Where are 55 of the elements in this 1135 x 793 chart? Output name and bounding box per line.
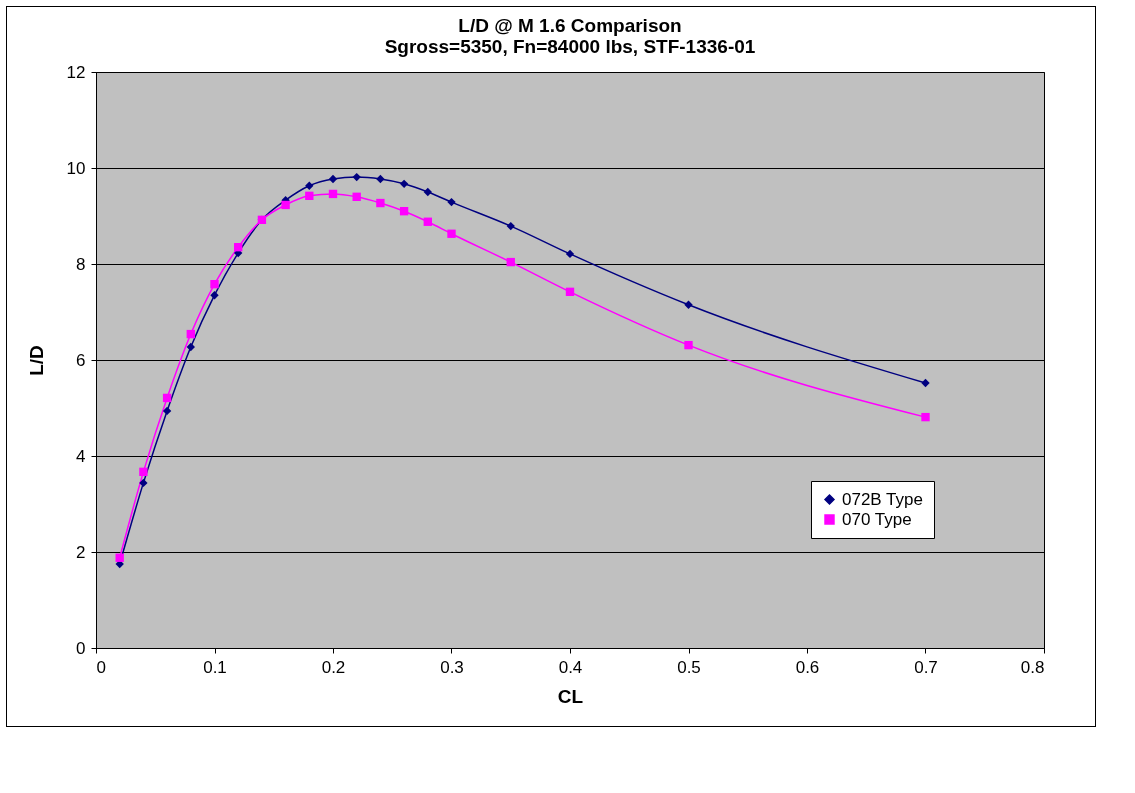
point <box>565 287 575 297</box>
y-tick-label: 12 <box>66 62 86 82</box>
x-tick-label: 0 <box>96 657 106 677</box>
x-tick-label: 0.7 <box>914 657 938 677</box>
point <box>281 200 290 210</box>
point <box>352 192 361 201</box>
point <box>328 189 338 199</box>
point <box>506 221 515 231</box>
x-axis-title: CL <box>557 685 584 707</box>
x-tick-label: 0.3 <box>440 657 464 677</box>
point <box>328 174 338 184</box>
y-tick-label: 6 <box>76 350 86 370</box>
chart-subtitle: Sgross=5350, Fn=84000 lbs, STF-1336-01 <box>384 36 756 57</box>
point <box>565 249 575 259</box>
x-tick-label: 0.2 <box>321 657 346 677</box>
point <box>423 187 432 197</box>
point <box>305 191 314 201</box>
x-tick-label: 0.5 <box>677 657 701 677</box>
point <box>506 257 515 267</box>
point <box>399 207 409 216</box>
point <box>921 378 930 388</box>
y-axis-title: L/D <box>25 345 47 376</box>
point <box>115 553 124 562</box>
x-tick-label: 0.4 <box>558 657 583 677</box>
point <box>162 406 172 416</box>
point <box>234 243 243 252</box>
point <box>305 181 314 190</box>
point <box>447 197 456 207</box>
x-tick-label: 0.8 <box>1020 657 1045 677</box>
point <box>162 393 172 403</box>
point <box>186 329 195 339</box>
point <box>376 174 385 184</box>
point <box>399 179 409 189</box>
point <box>139 478 148 488</box>
y-tick-label: 4 <box>76 446 86 466</box>
point <box>684 300 693 309</box>
point <box>186 342 195 352</box>
y-tick-label: 0 <box>76 638 86 658</box>
x-tick-label: 0.6 <box>795 657 820 677</box>
point <box>210 279 219 289</box>
y-tick-label: 10 <box>66 158 86 178</box>
point <box>447 229 456 238</box>
point <box>684 340 693 350</box>
point <box>139 467 148 477</box>
point <box>423 217 432 226</box>
point <box>921 412 930 422</box>
y-tick-label: 2 <box>76 542 86 562</box>
point <box>376 198 385 208</box>
y-tick-label: 8 <box>76 254 86 274</box>
legend-label: 070 Type <box>842 509 912 529</box>
x-tick-label: 0.1 <box>203 657 227 677</box>
point <box>210 291 219 300</box>
chart-title: L/D @ M 1.6 Comparison <box>458 15 682 36</box>
legend-label: 072B Type <box>842 489 923 509</box>
point <box>352 172 361 182</box>
